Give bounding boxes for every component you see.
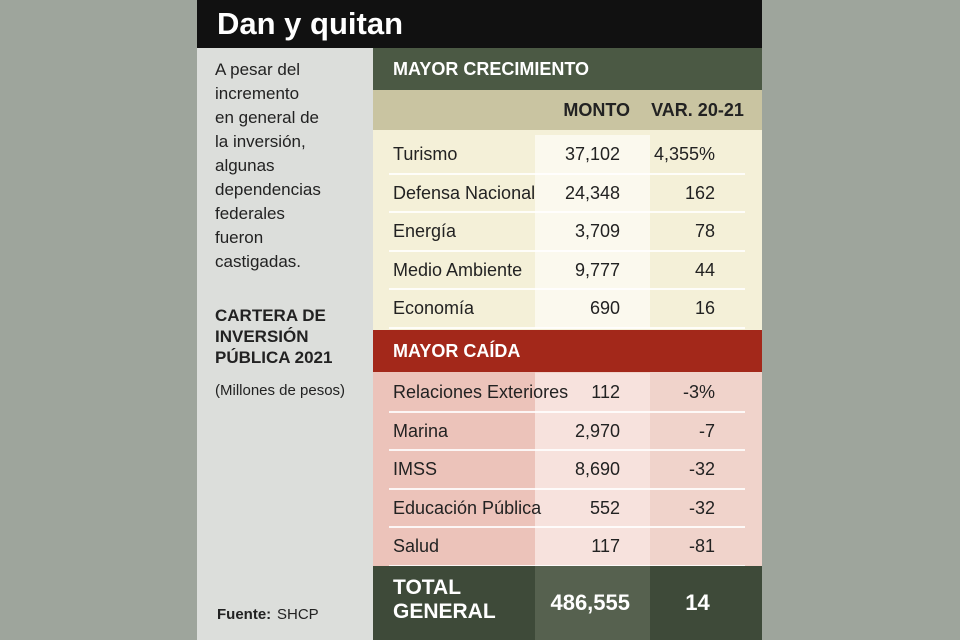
row-name: Salud <box>393 536 440 556</box>
row-name: Relaciones Exteriores <box>393 382 569 402</box>
row-monto: 3,709 <box>574 221 620 241</box>
row-var: 78 <box>694 221 715 241</box>
row-name: Educación Pública <box>393 497 542 518</box>
row-monto: 690 <box>589 298 620 318</box>
total-var: 14 <box>685 590 710 615</box>
section-header: MAYOR CRECIMIENTO <box>373 48 762 90</box>
title-bar: Dan y quitan <box>197 0 762 48</box>
intro-line: la inversión, <box>215 132 306 151</box>
total-stripe <box>535 566 650 640</box>
intro-line: A pesar del <box>215 60 301 79</box>
intro-line: dependencias <box>215 180 321 199</box>
total-row: TOTAL GENERAL 486,555 14 <box>373 566 762 640</box>
row-name: Medio Ambiente <box>393 259 523 280</box>
row-divider <box>389 526 745 528</box>
column-header: VAR. 20-21 <box>651 100 744 120</box>
intro-line: incremento <box>215 84 300 103</box>
row-divider <box>389 487 745 490</box>
row-divider <box>389 211 745 213</box>
row-var: -32 <box>688 459 715 479</box>
row-divider <box>389 410 745 413</box>
row-var: 162 <box>684 182 715 203</box>
row-var: 16 <box>694 298 715 318</box>
row-monto: 112 <box>591 382 620 402</box>
total-label: TOTAL <box>393 576 462 599</box>
column-header-row: MONTO VAR. 20-21 <box>373 90 762 130</box>
title: Dan y quitan <box>217 6 404 41</box>
row-monto: 117 <box>591 536 620 556</box>
row-name: Economía <box>393 298 475 318</box>
row-var: 4,355% <box>653 144 715 164</box>
row-var: -81 <box>688 536 715 556</box>
column-stripe <box>535 373 650 566</box>
intro-line: algunas <box>215 156 275 175</box>
row-divider <box>389 326 745 329</box>
row-var: 44 <box>694 259 715 280</box>
column-stripe <box>373 372 535 566</box>
row-var: -7 <box>698 420 715 441</box>
row-name: Defensa Nacional <box>393 182 536 203</box>
row-monto: 8,690 <box>574 459 620 479</box>
section-title: MAYOR CRECIMIENTO <box>393 59 590 79</box>
units: (Millones de pesos) <box>215 382 346 399</box>
subtitle-line: CARTERA DE <box>215 306 326 325</box>
row-name: Turismo <box>393 144 458 164</box>
row-monto: 37,102 <box>564 144 620 164</box>
subtitle-line: INVERSIÓN <box>215 327 309 346</box>
row-divider <box>389 449 745 451</box>
intro-line: en general de <box>215 108 319 127</box>
row-name: Marina <box>393 420 449 441</box>
table: MAYOR CRECIMIENTO MONTO VAR. 20-21 Turismo 3… <box>373 48 762 640</box>
row-divider <box>389 172 745 175</box>
row-divider <box>389 564 745 567</box>
source-label: Fuente: <box>217 606 272 623</box>
intro-line: fueron <box>215 228 264 247</box>
row-monto: 24,348 <box>564 182 620 203</box>
total-label: GENERAL <box>393 600 496 623</box>
section-header: MAYOR CAÍDA <box>373 330 762 372</box>
row-monto: 2,970 <box>574 420 620 441</box>
row-monto: 552 <box>589 497 620 518</box>
row-var: -3% <box>682 382 715 402</box>
row-divider <box>389 249 745 252</box>
column-stripe <box>535 135 650 328</box>
row-monto: 9,777 <box>574 259 620 280</box>
sidebar: A pesar del incremento en general de la inv… <box>197 48 373 640</box>
row-name: IMSS <box>393 459 438 479</box>
row-var: -32 <box>688 497 715 518</box>
section-title: MAYOR CAÍDA <box>393 341 521 361</box>
row-divider <box>389 288 745 290</box>
source: SHCP <box>277 606 319 623</box>
total-monto: 486,555 <box>550 590 630 615</box>
subtitle-line: PÚBLICA 2021 <box>215 348 333 367</box>
intro-line: castigadas. <box>215 252 301 271</box>
row-name: Energía <box>393 221 457 241</box>
column-header: MONTO <box>563 100 630 120</box>
intro-line: federales <box>215 204 285 223</box>
